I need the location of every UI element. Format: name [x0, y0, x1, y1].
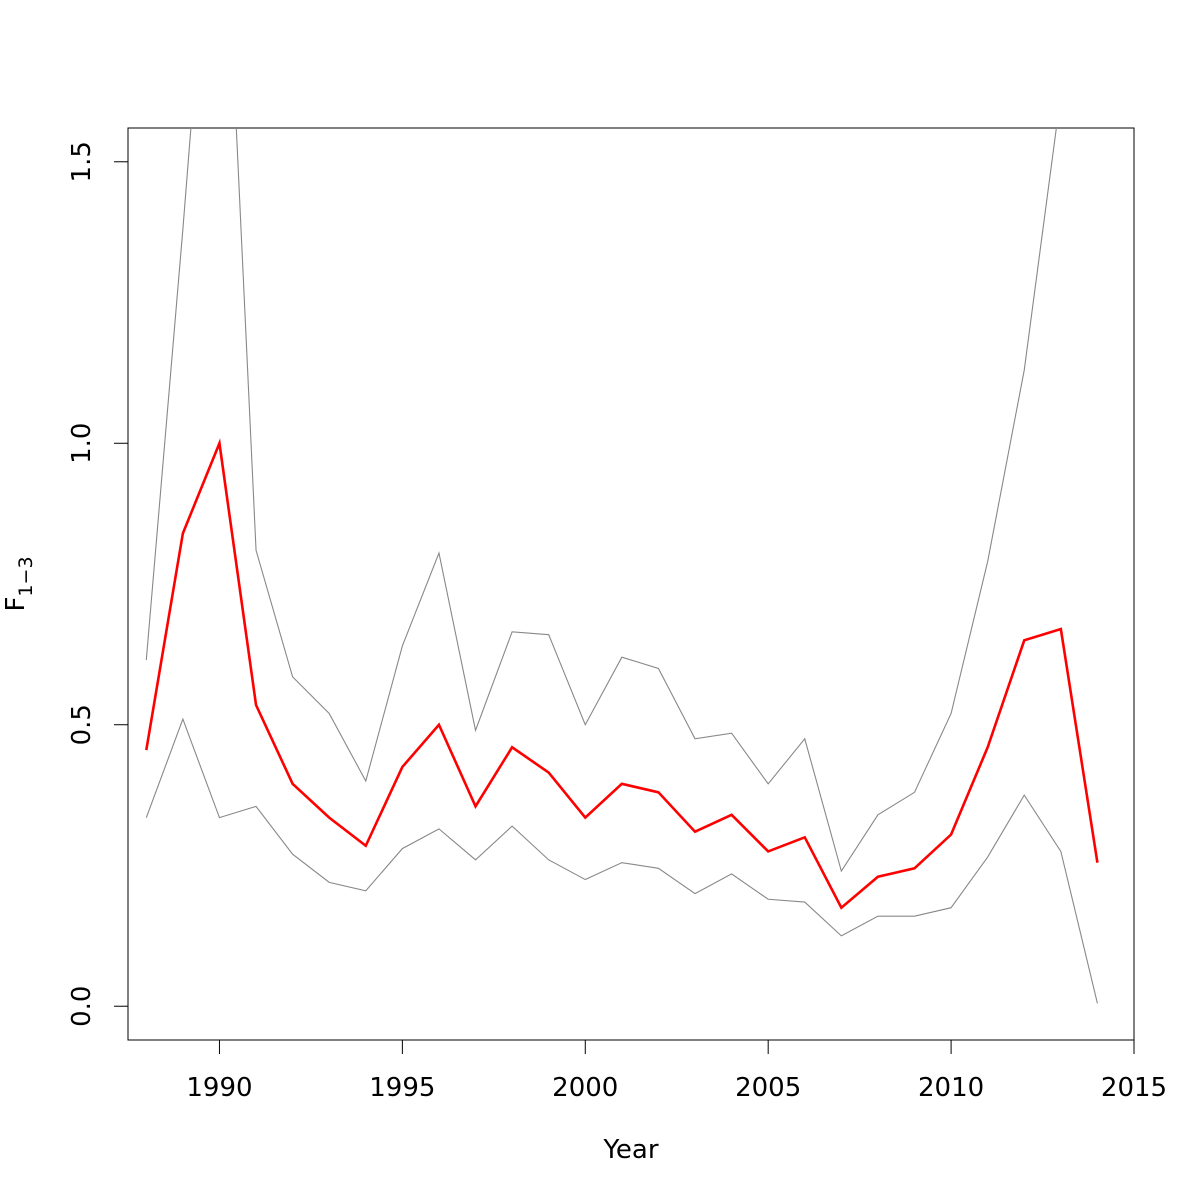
series-line-lower — [145, 717, 1098, 1004]
series-line-upper — [145, 128, 1057, 873]
x-tick-label: 1995 — [369, 1073, 435, 1103]
y-axis: 0.0 0.5 1.0 1.5 — [67, 141, 129, 1027]
plot-box — [127, 127, 1135, 1041]
x-tick-label: 2015 — [1101, 1073, 1167, 1103]
y-tick-label: 1.5 — [67, 141, 97, 182]
y-axis-title: F1−3 — [1, 556, 37, 611]
x-axis-title: Year — [602, 1135, 658, 1165]
x-tick-label: 2000 — [552, 1073, 618, 1103]
series-line-estimate — [145, 438, 1099, 910]
x-tick-label: 2010 — [918, 1073, 984, 1103]
y-tick-label: 0.5 — [67, 704, 97, 745]
x-tick-label: 1990 — [186, 1073, 252, 1103]
x-axis: 1990 1995 2000 2005 2010 2015 — [186, 1039, 1167, 1103]
y-axis-title-main: F — [1, 597, 31, 612]
y-tick-label: 0.0 — [67, 986, 97, 1027]
x-tick-label: 2005 — [735, 1073, 801, 1103]
y-axis-title-subscript: 1−3 — [15, 556, 37, 596]
y-tick-label: 1.0 — [67, 423, 97, 464]
series-layer — [145, 128, 1099, 1004]
